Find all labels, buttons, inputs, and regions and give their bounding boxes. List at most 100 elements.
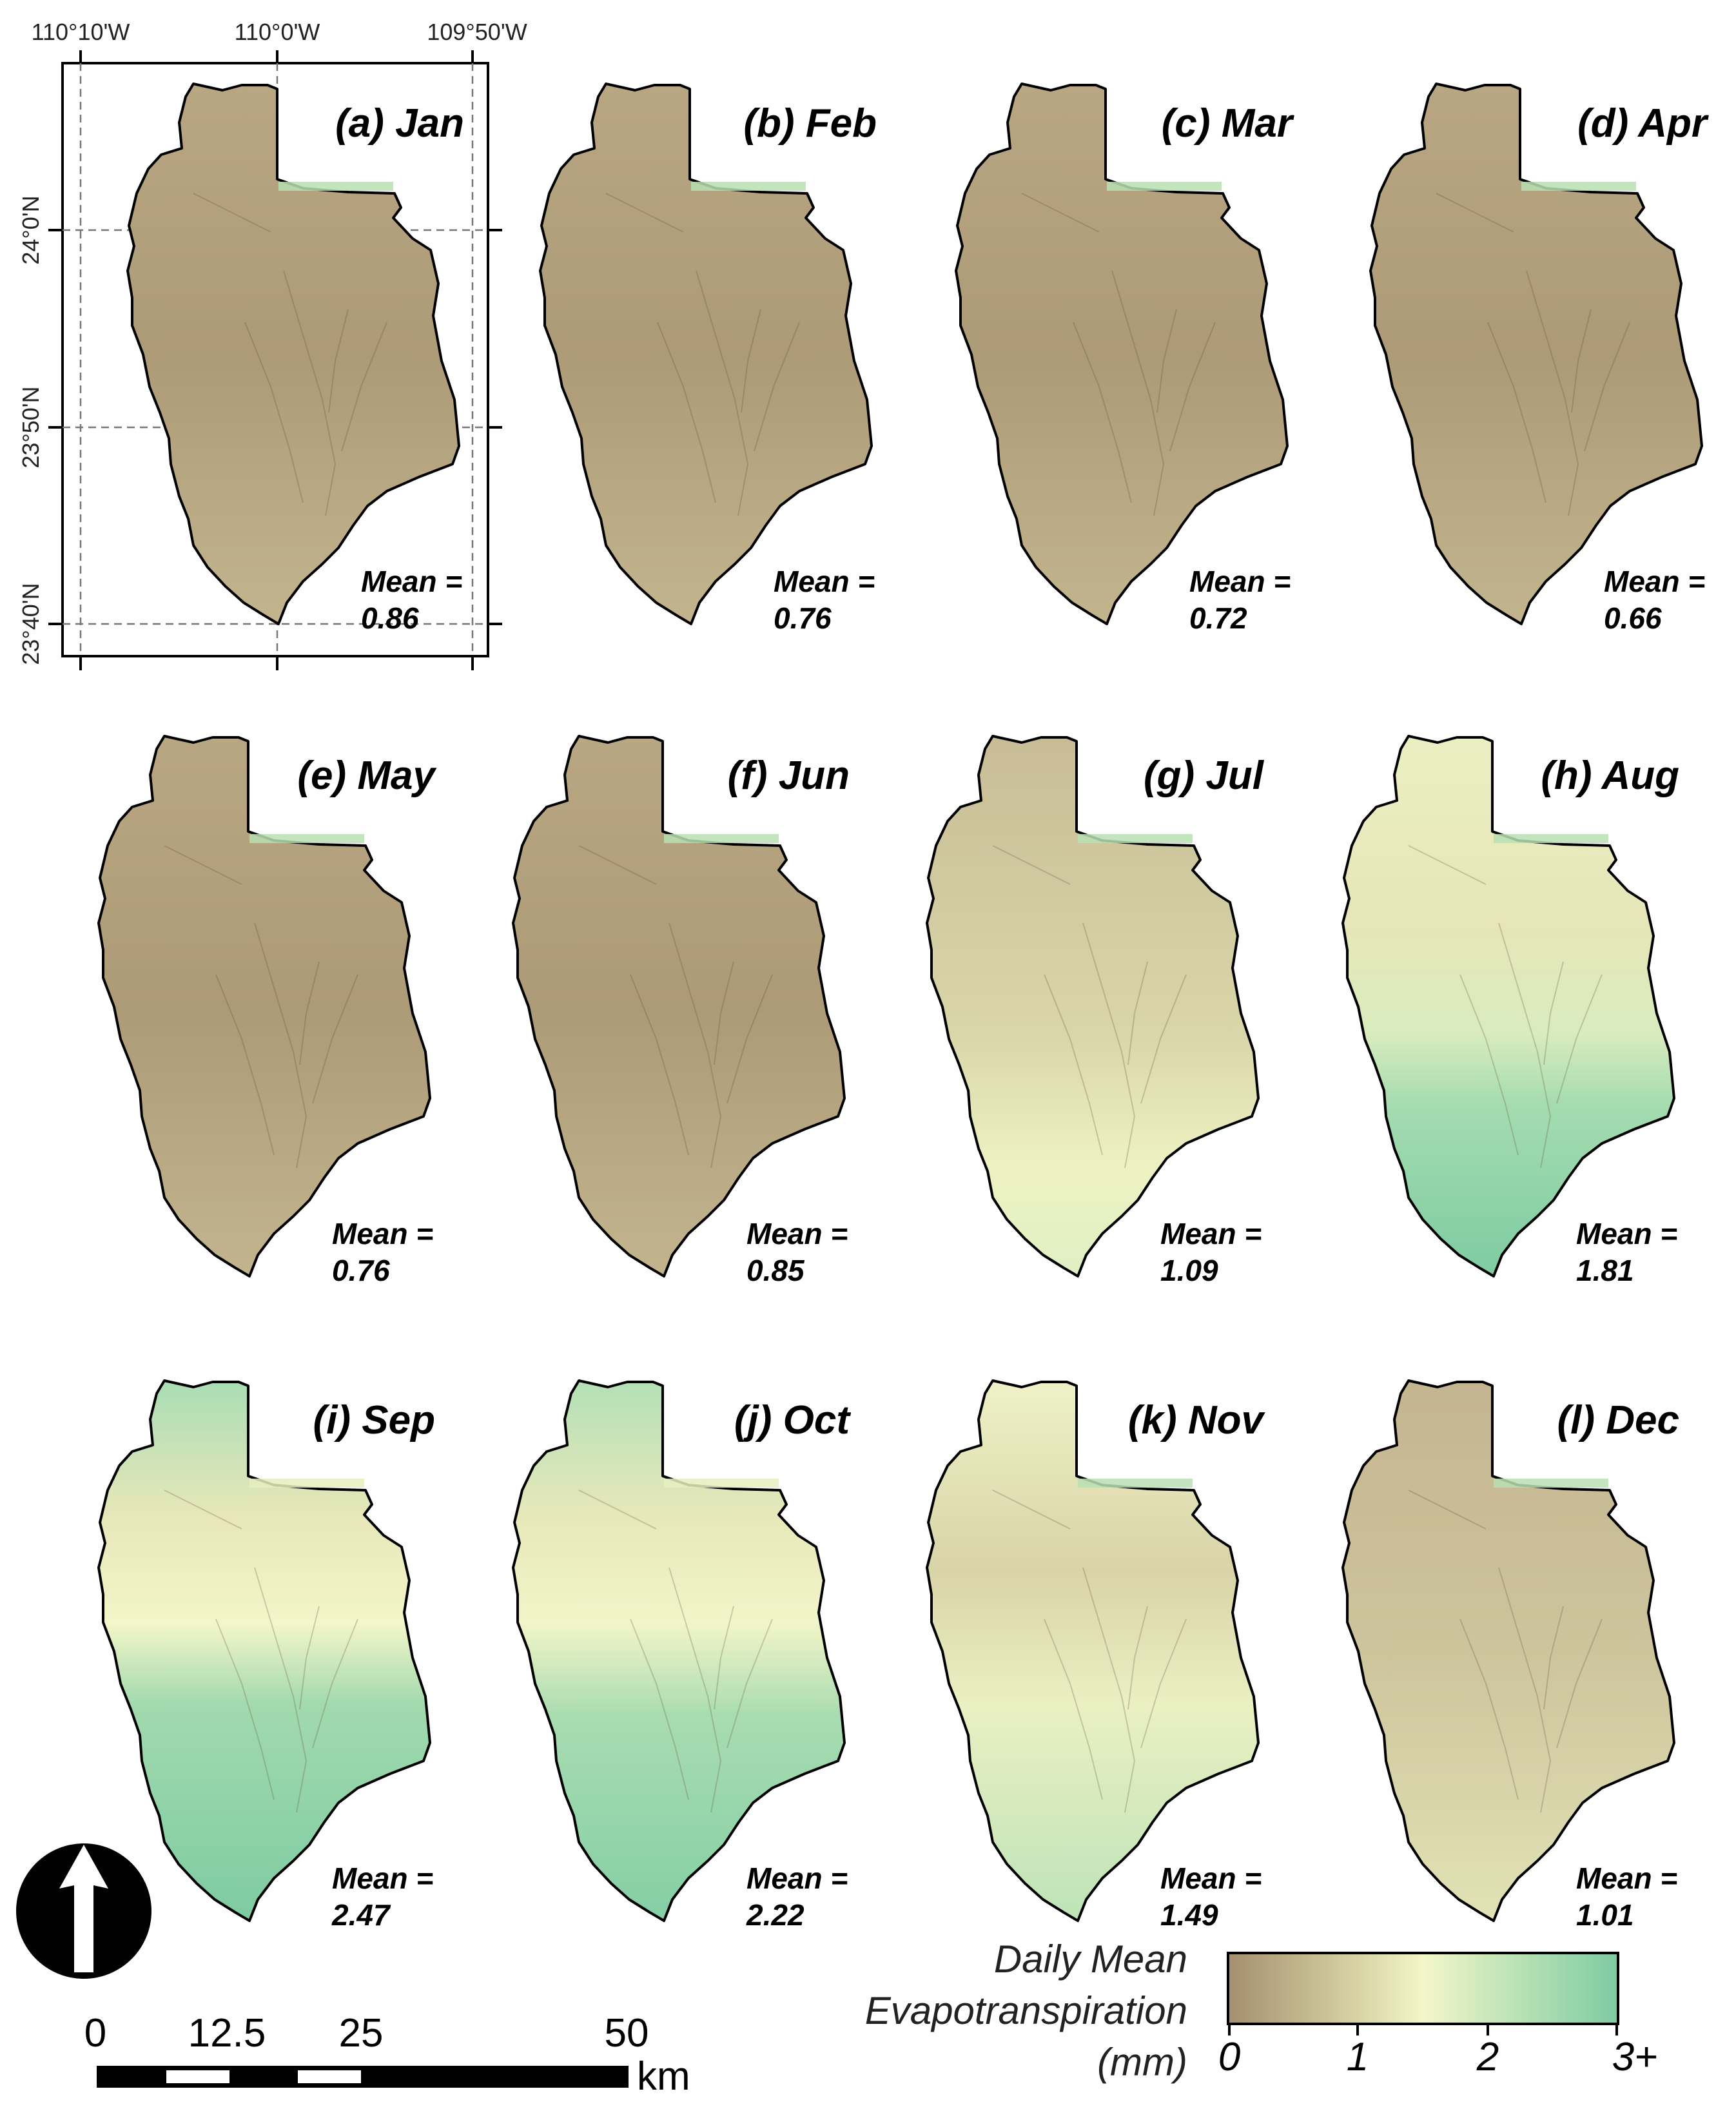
panel-title: (f) Jun <box>728 753 850 798</box>
map-panel: (c) Mar Mean =0.72 <box>955 83 1294 635</box>
legend-tick-label: 2 <box>1476 2035 1499 2079</box>
mean-label: Mean = <box>746 1861 848 1895</box>
panel-title: (c) Mar <box>1162 101 1294 146</box>
drainage-lines <box>578 845 773 1169</box>
map-panel: (b) Feb Mean =0.76 <box>539 83 877 635</box>
map-panel: (h) Aug Mean = 1.81 <box>1341 735 1679 1287</box>
legend-colorbar <box>1227 1952 1619 2025</box>
longitude-label: 110°10'W <box>32 19 130 45</box>
mean-label: Mean = <box>774 565 875 598</box>
panel-title: (h) Aug <box>1541 753 1679 798</box>
mean-label: Mean = <box>746 1217 848 1250</box>
mean-label: Mean = <box>361 565 462 598</box>
drainage-lines <box>1408 1490 1603 1813</box>
coastal-strip <box>1078 1479 1193 1488</box>
map-panel: (g) Jul Mean = 1.09 <box>926 735 1265 1287</box>
drainage-lines <box>1436 193 1630 516</box>
scale-label: 0 <box>84 2011 106 2055</box>
panel-title: (k) Nov <box>1128 1398 1266 1443</box>
scale-label: 25 <box>339 2011 384 2055</box>
mean-label: Mean = <box>332 1217 433 1250</box>
drainage-lines <box>164 845 358 1169</box>
basin-map <box>512 1379 846 1922</box>
mean-value: 1.49 <box>1160 1898 1218 1932</box>
mean-label: Mean = <box>1576 1217 1677 1250</box>
coastal-strip <box>664 834 779 843</box>
map-panel: (j) Oct Mean =2.22 <box>512 1379 851 1932</box>
scale-label: 50 <box>605 2011 649 2055</box>
drainage-lines <box>164 1490 358 1813</box>
mean-value: 1.81 <box>1576 1254 1634 1287</box>
map-panel: (k) Nov Mean =1.49 <box>926 1379 1266 1932</box>
mean-value: 0.85 <box>746 1254 805 1287</box>
coastal-strip <box>1494 1479 1608 1488</box>
panel-title: (b) Feb <box>743 101 877 146</box>
coastal-strip <box>1521 182 1636 191</box>
basin-map <box>539 83 873 625</box>
coastal-strip <box>1078 834 1193 843</box>
mean-value: 2.47 <box>331 1898 391 1932</box>
coastal-strip <box>249 834 364 843</box>
mean-value: 1.01 <box>1576 1898 1634 1932</box>
basin-map <box>926 735 1260 1278</box>
drainage-lines <box>1021 193 1216 516</box>
basin-map <box>955 83 1289 625</box>
mean-value: 0.72 <box>1189 601 1247 635</box>
map-panel: (d) Apr Mean =0.66 <box>1369 83 1709 635</box>
scale-bar: 0 12.5 25 50 km <box>84 2011 690 2099</box>
scale-label: 12.5 <box>188 2011 266 2055</box>
basin-map <box>97 1379 431 1922</box>
mean-value: 0.86 <box>361 601 419 635</box>
mean-label: Mean = <box>1160 1861 1262 1895</box>
coastal-strip <box>1107 182 1222 191</box>
mean-label: Mean = <box>1576 1861 1677 1895</box>
coastal-strip <box>691 182 806 191</box>
legend-tick-label: 1 <box>1347 2035 1369 2079</box>
legend: Daily Mean Evapotranspiration (mm) 0 1 2… <box>865 1938 1658 2084</box>
panel-title: (i) Sep <box>313 1398 435 1443</box>
legend-title-line: (mm) <box>1097 2041 1187 2084</box>
map-panel: (f) Jun Mean = 0.85 <box>512 735 850 1287</box>
panel-title: (e) May <box>297 753 437 798</box>
basin-map <box>926 1379 1260 1922</box>
basin-map <box>1341 735 1675 1278</box>
basin-map <box>1369 83 1703 625</box>
coastal-strip <box>664 1479 779 1488</box>
coastal-strip <box>249 1479 364 1488</box>
drainage-lines <box>992 845 1187 1169</box>
drainage-lines <box>578 1490 773 1813</box>
drainage-lines <box>1408 845 1603 1169</box>
basin-map <box>1341 1379 1675 1922</box>
longitude-label: 109°50'W <box>427 19 527 45</box>
drainage-lines <box>193 193 387 516</box>
legend-tick-label: 0 <box>1218 2035 1240 2079</box>
panel-title: (a) Jan <box>335 101 464 146</box>
legend-title-line: Daily Mean <box>994 1938 1187 1981</box>
coastal-strip <box>1494 834 1608 843</box>
longitude-label: 110°0'W <box>235 19 320 45</box>
drainage-lines <box>992 1490 1187 1813</box>
legend-tick-label: 3+ <box>1612 2035 1658 2079</box>
basin-map <box>97 735 431 1278</box>
mean-value: 0.66 <box>1604 601 1662 635</box>
mean-value: 0.76 <box>332 1254 390 1287</box>
drainage-lines <box>605 193 800 516</box>
north-arrow-icon <box>16 1843 151 1979</box>
mean-label: Mean = <box>332 1861 433 1895</box>
latitude-label: 24°0'N <box>17 195 44 264</box>
map-panel: (e) May Mean = 0.76 <box>97 735 438 1287</box>
scale-unit: km <box>637 2054 690 2099</box>
mean-label: Mean = <box>1189 565 1291 598</box>
basin-map <box>512 735 846 1278</box>
map-panel: (a) Jan Mean =0.86 <box>126 83 464 635</box>
latitude-label: 23°40'N <box>17 583 44 665</box>
mean-value: 1.09 <box>1160 1254 1218 1287</box>
mean-label: Mean = <box>1160 1217 1262 1250</box>
legend-title-line: Evapotranspiration <box>865 1989 1187 2032</box>
mean-value: 0.76 <box>774 601 832 635</box>
basin-map <box>126 83 460 625</box>
map-panel: (l) Dec Mean =1.01 <box>1341 1379 1679 1932</box>
panel-title: (g) Jul <box>1144 753 1265 798</box>
